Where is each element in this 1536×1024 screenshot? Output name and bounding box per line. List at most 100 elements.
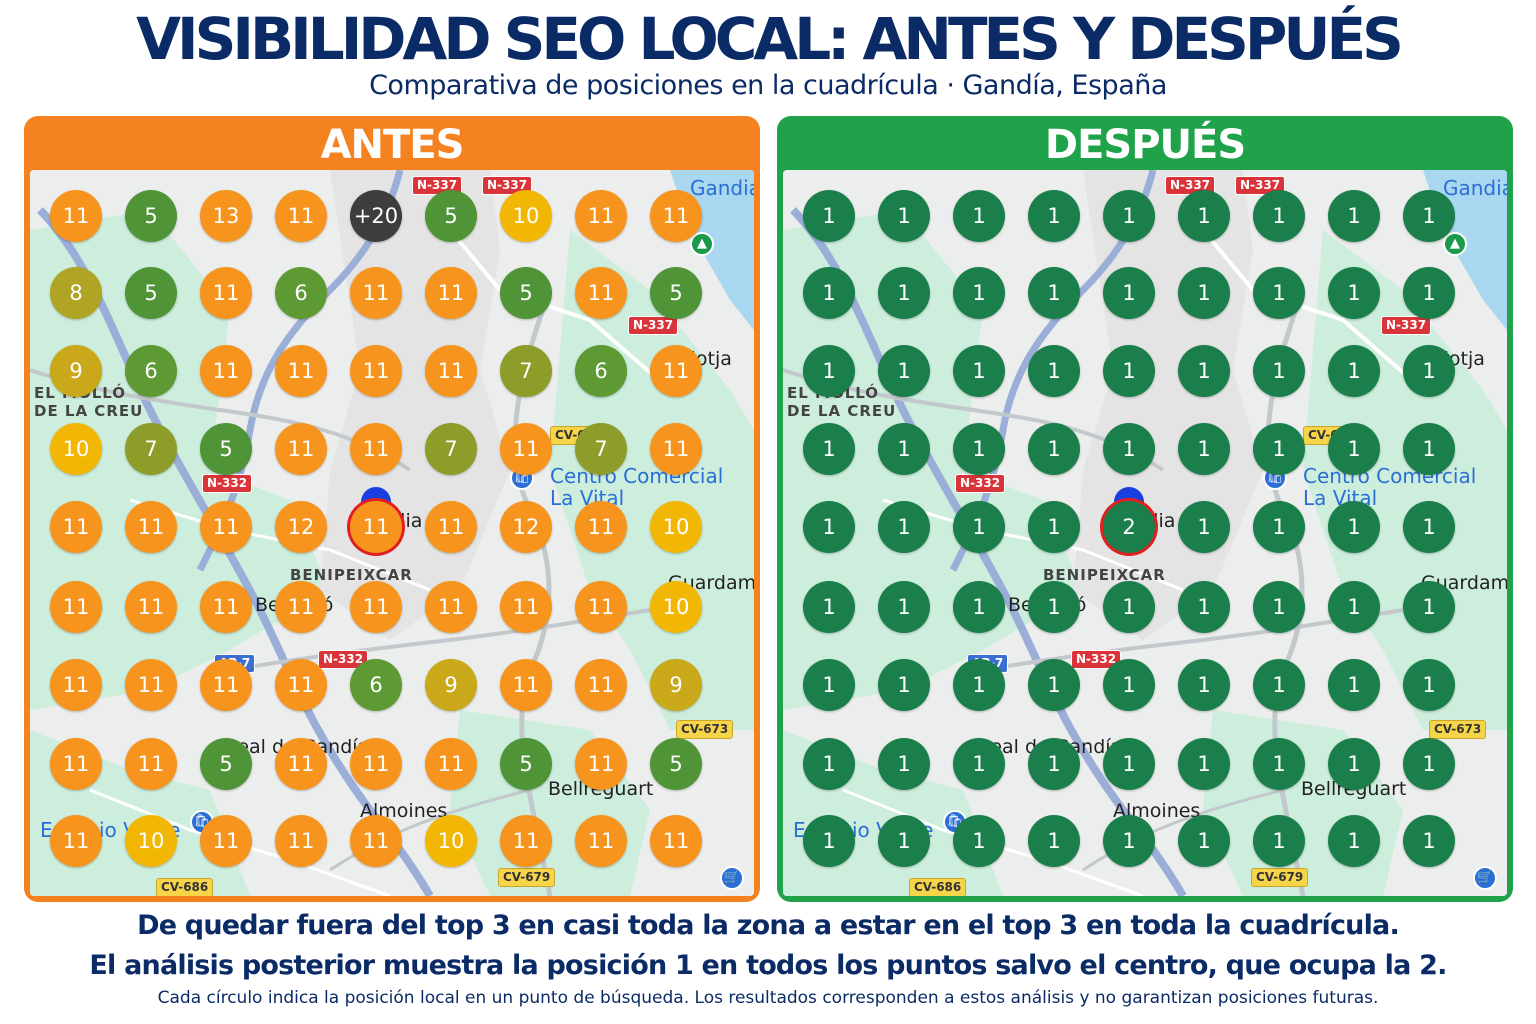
grid-point[interactable]: 1 xyxy=(953,345,1005,397)
grid-point[interactable]: 1 xyxy=(878,738,930,790)
grid-point[interactable]: 1 xyxy=(1328,345,1380,397)
grid-point[interactable]: 9 xyxy=(425,659,477,711)
grid-point[interactable]: 1 xyxy=(1028,659,1080,711)
grid-point[interactable]: 1 xyxy=(1028,581,1080,633)
grid-point[interactable]: 1 xyxy=(1253,345,1305,397)
grid-point[interactable]: 11 xyxy=(200,267,252,319)
grid-point[interactable]: 1 xyxy=(878,659,930,711)
grid-point[interactable]: 11 xyxy=(350,267,402,319)
grid-point[interactable]: 1 xyxy=(953,581,1005,633)
grid-point[interactable]: 1 xyxy=(803,659,855,711)
grid-point[interactable]: 1 xyxy=(1103,581,1155,633)
grid-point[interactable]: 8 xyxy=(50,267,102,319)
grid-point[interactable]: 11 xyxy=(275,738,327,790)
grid-point[interactable]: 6 xyxy=(350,659,402,711)
grid-point[interactable]: 1 xyxy=(1028,815,1080,867)
grid-point[interactable]: 1 xyxy=(1253,659,1305,711)
grid-point[interactable]: 1 xyxy=(1328,738,1380,790)
grid-point[interactable]: 11 xyxy=(50,501,102,553)
grid-point[interactable]: 10 xyxy=(425,815,477,867)
grid-point[interactable]: 7 xyxy=(125,423,177,475)
grid-point[interactable]: 11 xyxy=(575,501,627,553)
grid-point[interactable]: 1 xyxy=(1178,267,1230,319)
grid-point[interactable]: 1 xyxy=(878,345,930,397)
grid-point[interactable]: 11 xyxy=(425,345,477,397)
grid-point[interactable]: 1 xyxy=(1178,738,1230,790)
grid-point[interactable]: 1 xyxy=(953,815,1005,867)
grid-point[interactable]: 5 xyxy=(650,267,702,319)
grid-point[interactable]: 11 xyxy=(500,815,552,867)
grid-point[interactable]: 1 xyxy=(1403,581,1455,633)
grid-point[interactable]: 1 xyxy=(1403,345,1455,397)
grid-point[interactable]: 11 xyxy=(350,738,402,790)
grid-point[interactable]: 11 xyxy=(275,581,327,633)
grid-point[interactable]: 1 xyxy=(1103,423,1155,475)
grid-point[interactable]: 1 xyxy=(1328,267,1380,319)
grid-point[interactable]: 11 xyxy=(275,345,327,397)
grid-point[interactable]: 11 xyxy=(200,815,252,867)
grid-point[interactable]: 10 xyxy=(50,423,102,475)
grid-point[interactable]: 1 xyxy=(878,815,930,867)
grid-point[interactable]: 1 xyxy=(803,190,855,242)
grid-point[interactable]: 1 xyxy=(1103,659,1155,711)
grid-point[interactable]: 1 xyxy=(1178,815,1230,867)
grid-point[interactable]: 11 xyxy=(275,815,327,867)
grid-point[interactable]: 11 xyxy=(425,267,477,319)
grid-point[interactable]: 7 xyxy=(500,345,552,397)
grid-point[interactable]: 1 xyxy=(1403,501,1455,553)
grid-point[interactable]: 9 xyxy=(650,659,702,711)
grid-point[interactable]: 11 xyxy=(275,190,327,242)
grid-point[interactable]: 1 xyxy=(1253,190,1305,242)
grid-point[interactable]: 5 xyxy=(500,738,552,790)
grid-point[interactable]: 1 xyxy=(1253,501,1305,553)
grid-point[interactable]: 11 xyxy=(650,423,702,475)
grid-point[interactable]: 11 xyxy=(200,581,252,633)
grid-point[interactable]: 5 xyxy=(425,190,477,242)
grid-point[interactable]: 11 xyxy=(500,659,552,711)
grid-point[interactable]: 12 xyxy=(500,501,552,553)
grid-point[interactable]: 1 xyxy=(953,659,1005,711)
grid-point[interactable]: 1 xyxy=(953,738,1005,790)
grid-point[interactable]: 11 xyxy=(500,423,552,475)
grid-point[interactable]: +20 xyxy=(350,190,402,242)
grid-point[interactable]: 1 xyxy=(803,345,855,397)
grid-point[interactable]: 11 xyxy=(350,345,402,397)
grid-point[interactable]: 11 xyxy=(50,815,102,867)
grid-point[interactable]: 1 xyxy=(878,581,930,633)
grid-point[interactable]: 1 xyxy=(878,267,930,319)
grid-point[interactable]: 1 xyxy=(1028,738,1080,790)
grid-point[interactable]: 1 xyxy=(803,815,855,867)
grid-point[interactable]: 11 xyxy=(425,581,477,633)
grid-point[interactable]: 11 xyxy=(200,345,252,397)
grid-point[interactable]: 9 xyxy=(50,345,102,397)
grid-point[interactable]: 1 xyxy=(1178,659,1230,711)
grid-point[interactable]: 1 xyxy=(1328,423,1380,475)
grid-point[interactable]: 1 xyxy=(1103,345,1155,397)
grid-point[interactable]: 7 xyxy=(425,423,477,475)
grid-point[interactable]: 11 xyxy=(125,659,177,711)
grid-point[interactable]: 2 xyxy=(1103,501,1155,553)
grid-point[interactable]: 1 xyxy=(1328,581,1380,633)
grid-point[interactable]: 11 xyxy=(275,423,327,475)
grid-point[interactable]: 1 xyxy=(803,581,855,633)
grid-point[interactable]: 11 xyxy=(575,738,627,790)
grid-point[interactable]: 1 xyxy=(1328,190,1380,242)
grid-point[interactable]: 1 xyxy=(1328,659,1380,711)
grid-point[interactable]: 1 xyxy=(1103,267,1155,319)
grid-point[interactable]: 6 xyxy=(275,267,327,319)
grid-point[interactable]: 11 xyxy=(275,659,327,711)
grid-point[interactable]: 11 xyxy=(50,190,102,242)
grid-point[interactable]: 1 xyxy=(953,267,1005,319)
grid-point[interactable]: 1 xyxy=(1028,501,1080,553)
grid-point[interactable]: 1 xyxy=(1403,738,1455,790)
grid-point[interactable]: 1 xyxy=(1403,815,1455,867)
grid-point[interactable]: 1 xyxy=(1253,581,1305,633)
grid-point[interactable]: 11 xyxy=(125,581,177,633)
grid-point[interactable]: 5 xyxy=(650,738,702,790)
grid-point[interactable]: 11 xyxy=(200,659,252,711)
map-antes[interactable]: EL MOLLÓ DE LA CREU BENIPEIXCAR Centro Come… xyxy=(30,170,754,896)
grid-point[interactable]: 1 xyxy=(953,501,1005,553)
grid-point[interactable]: 11 xyxy=(350,501,402,553)
grid-point[interactable]: 1 xyxy=(1403,267,1455,319)
grid-point[interactable]: 1 xyxy=(1328,501,1380,553)
